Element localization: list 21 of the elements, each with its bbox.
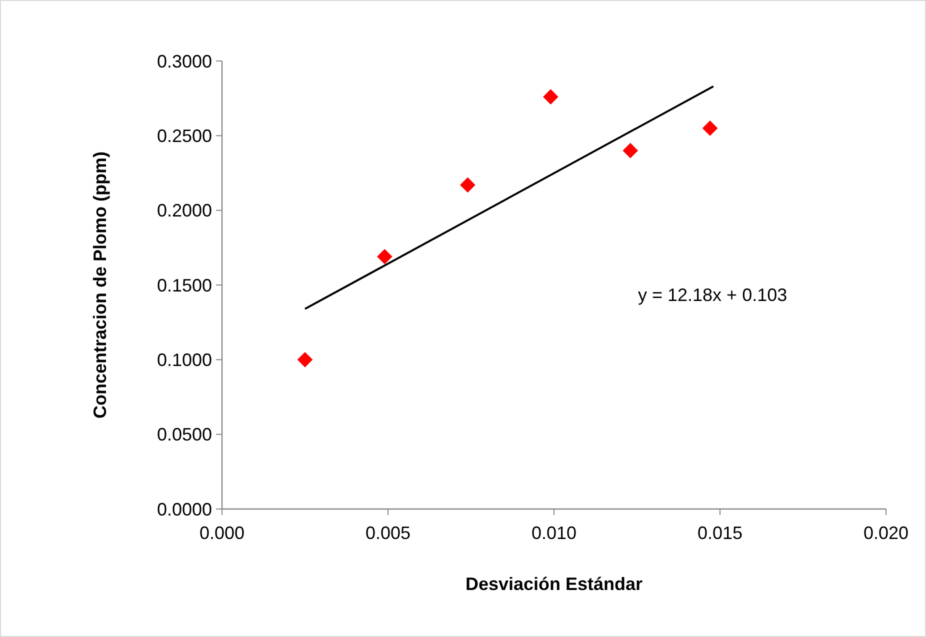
- x-tick-label: 0.005: [365, 523, 411, 543]
- x-tick-label: 0.000: [199, 523, 245, 543]
- y-tick-label: 0.3000: [156, 51, 212, 72]
- point: [377, 248, 392, 264]
- x-tick-label: 0.020: [863, 523, 909, 543]
- y-tick-label: 0.2500: [156, 126, 212, 146]
- y-tick-label: 0.0500: [156, 424, 212, 445]
- y-tick-label: 0.2000: [156, 200, 212, 221]
- y-tick-label: 0.1500: [156, 275, 212, 296]
- point: [622, 142, 638, 158]
- y-axis-title: Concentracion de Plomo (ppm): [90, 151, 110, 419]
- point: [297, 352, 313, 368]
- point: [543, 89, 558, 105]
- annotation: y = 12.18x + 0.103: [638, 285, 788, 305]
- point: [460, 177, 476, 193]
- y-tick-label: 0.0000: [156, 499, 212, 520]
- x-tick-label: 0.010: [531, 523, 577, 543]
- x-axis-title: Desviación Estándar: [465, 574, 643, 594]
- point: [702, 120, 718, 136]
- x-tick-label: 0.015: [697, 523, 743, 543]
- y-tick-label: 0.1000: [156, 350, 212, 370]
